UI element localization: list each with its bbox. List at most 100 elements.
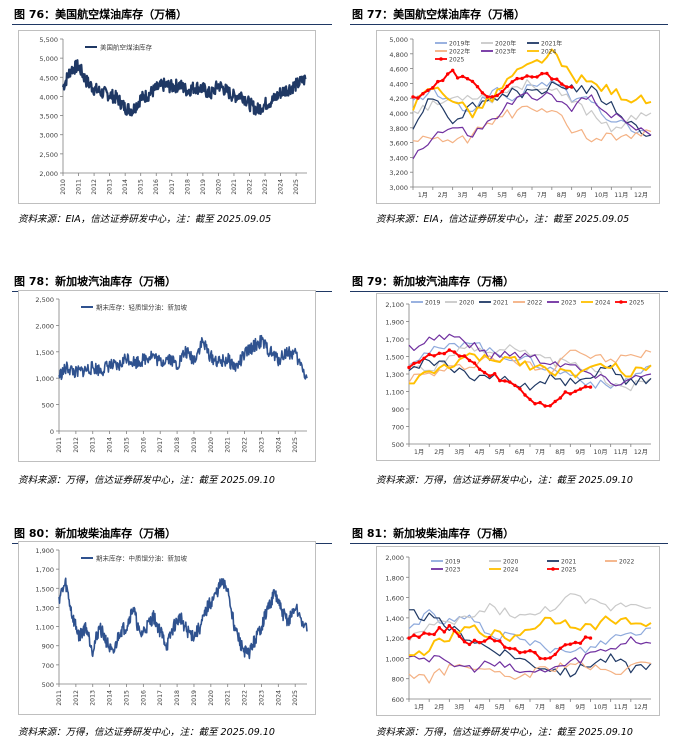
series-marker (578, 641, 583, 645)
x-tick-label: 2020 (208, 690, 215, 706)
x-tick-label: 2022 (242, 437, 249, 453)
x-tick-label: 2017 (157, 437, 164, 453)
y-tick-label: 3,000 (39, 132, 58, 140)
x-tick-label: 2月 (434, 449, 444, 456)
y-tick-label: 1,100 (385, 389, 404, 397)
legend-label: 美国航空煤油库存 (100, 43, 153, 52)
x-tick-label: 5月 (497, 192, 507, 199)
x-tick-label: 12月 (634, 192, 648, 199)
x-tick-label: 7月 (535, 449, 545, 456)
x-tick-label: 2025 (292, 690, 299, 706)
series-marker (412, 361, 416, 366)
legend-label: 期末库存：中质馏分油：新加坡 (96, 554, 188, 563)
series-marker (412, 633, 416, 637)
title-rule (350, 24, 668, 25)
series-marker (538, 400, 542, 405)
x-tick-label: 9月 (575, 704, 585, 711)
series-marker (490, 95, 494, 99)
series-marker (472, 638, 477, 642)
y-tick-label: 500 (392, 441, 404, 449)
x-tick-label: 2019 (200, 179, 207, 195)
x-tick-label: 6月 (515, 704, 525, 711)
x-tick-label: 2013 (90, 437, 97, 453)
series-marker (477, 367, 482, 371)
y-tick-label: 2,000 (39, 170, 58, 178)
x-tick-label: 2023 (262, 179, 269, 195)
x-tick-label: 2021 (231, 179, 238, 195)
series-marker (570, 85, 574, 89)
series-marker (482, 370, 487, 375)
y-tick-label: 1,700 (35, 566, 54, 574)
legend-marker (551, 567, 555, 571)
series-marker (462, 354, 467, 358)
x-tick-label: 2010 (60, 179, 67, 195)
y-tick-label: 4,400 (389, 80, 408, 88)
panel-title: 图 79：新加坡汽油库存（万桶） (352, 275, 515, 288)
legend-label: 2020年 (495, 39, 516, 47)
legend-label: 2025 (449, 56, 464, 63)
series-marker (558, 646, 562, 650)
panel-title: 图 81：新加坡柴油库存（万桶） (352, 527, 515, 540)
series-marker (452, 629, 457, 633)
x-tick-label: 2017 (169, 179, 176, 195)
x-tick-label: 7月 (537, 192, 547, 199)
x-tick-label: 10月 (594, 192, 608, 199)
series-line-2022年 (412, 105, 652, 144)
x-tick-label: 2016 (140, 437, 147, 453)
title-rule (350, 543, 668, 544)
x-tick-label: 3月 (454, 704, 464, 711)
y-tick-label: 900 (42, 643, 54, 651)
series-marker (540, 71, 544, 76)
source-note: 资料来源：EIA，信达证券研发中心，注：截至 2025.09.05 (18, 214, 272, 225)
series-marker (427, 632, 431, 636)
series-marker (485, 95, 490, 99)
series-marker (548, 404, 552, 408)
series-marker (447, 624, 451, 628)
series-line-2023年 (412, 91, 652, 160)
y-tick-label: 4,500 (39, 74, 58, 82)
legend-label: 2021 (493, 299, 508, 306)
x-tick-label: 2017 (157, 690, 164, 706)
legend-label: 2021年 (541, 39, 562, 47)
x-tick-label: 2020 (215, 179, 222, 195)
panel-title: 图 78：新加坡汽油库存（万桶） (14, 275, 177, 288)
series-marker (465, 77, 470, 81)
series-marker (422, 356, 426, 360)
y-tick-label: 700 (42, 662, 54, 670)
x-tick-label: 6月 (517, 192, 527, 199)
series-marker (451, 68, 455, 72)
series-marker (573, 640, 578, 645)
x-tick-label: 2025 (293, 179, 300, 195)
series-marker (560, 82, 564, 86)
source-note: 资料来源：万得，信达证券研发中心，注：截至 2025.09.10 (18, 727, 275, 738)
series-marker (530, 75, 534, 79)
series-marker (482, 639, 487, 643)
series-marker (441, 78, 445, 83)
series-marker (500, 89, 504, 94)
x-tick-label: 11月 (614, 192, 628, 199)
series-marker (457, 634, 462, 638)
x-tick-label: 10月 (594, 449, 608, 456)
series-marker (442, 630, 446, 634)
series-marker (528, 397, 532, 402)
chart-panel-79: 500 700 900 1,100 1,300 1,500 1,700 1,900 2,100 1… (376, 293, 660, 461)
x-tick-label: 2024 (275, 437, 282, 453)
y-tick-label: 1,300 (385, 371, 404, 379)
legend-label: 2023年 (495, 47, 516, 55)
y-tick-label: 1,800 (385, 574, 404, 582)
x-tick-label: 2013 (90, 690, 97, 706)
y-tick-label: 2,500 (39, 151, 58, 159)
y-tick-label: 1,500 (35, 585, 54, 593)
series-marker (417, 635, 421, 639)
series-line-2020 (408, 593, 652, 643)
x-tick-label: 2016 (140, 690, 147, 706)
chart-panel-76: 2,000 2,500 3,000 3,500 4,000 4,500 5,000 5,500… (18, 30, 316, 204)
x-tick-label: 2014 (107, 690, 114, 706)
chart-81: 600 800 1,000 1,200 1,400 1,600 1,800 2,000 1月 2月… (385, 554, 652, 711)
series-marker (548, 656, 552, 660)
series-line-2022 (408, 349, 652, 383)
y-tick-label: 4,000 (389, 110, 408, 118)
x-tick-label: 4月 (475, 449, 485, 456)
panel-title: 图 76：美国航空煤油库存（万桶） (14, 8, 188, 21)
series-line-2020年 (412, 79, 652, 133)
